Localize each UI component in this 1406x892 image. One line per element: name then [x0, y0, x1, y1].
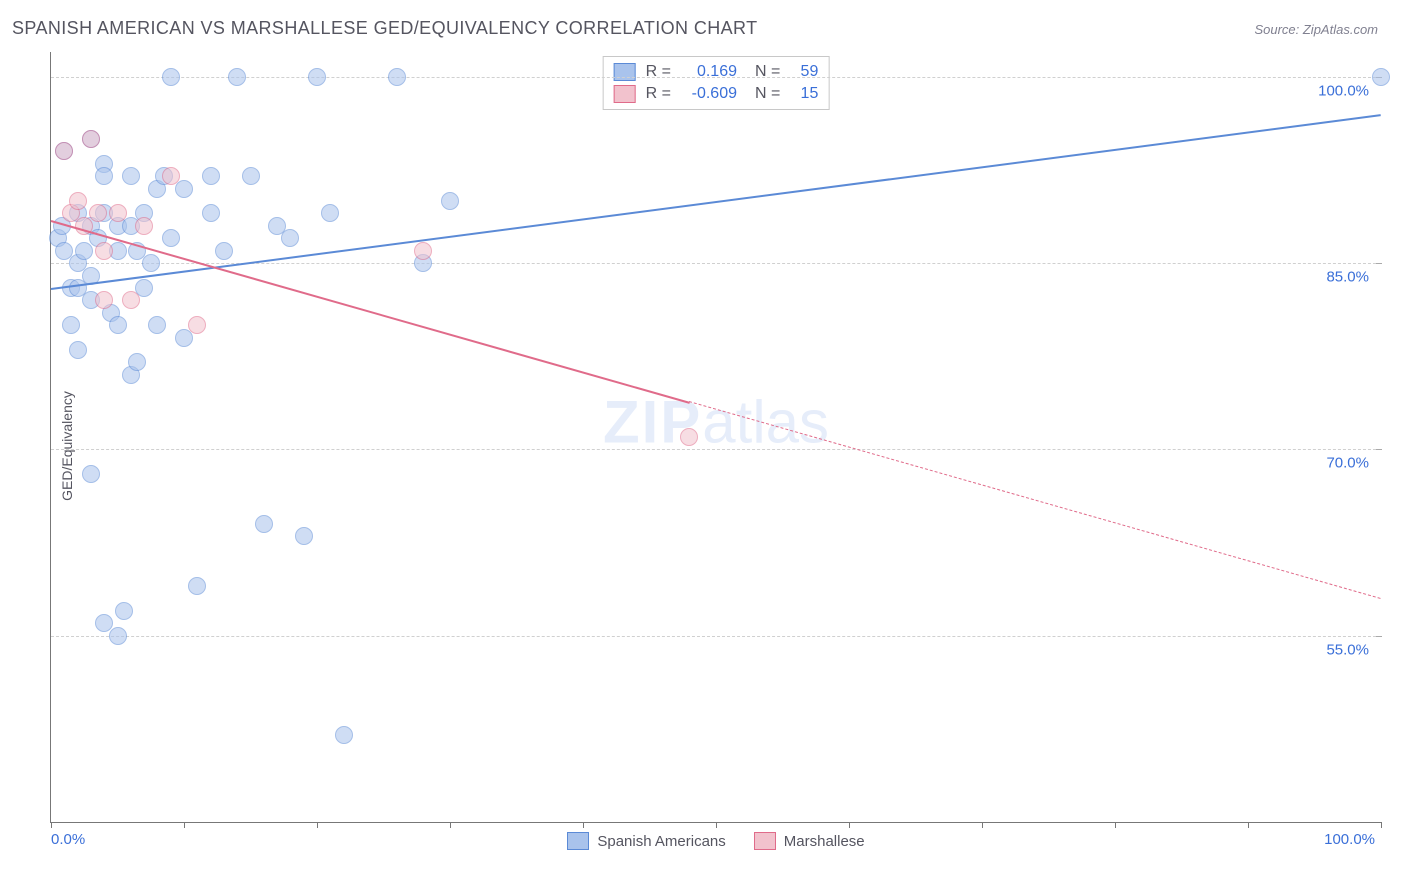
data-point	[414, 242, 432, 260]
data-point	[82, 130, 100, 148]
data-point	[82, 465, 100, 483]
x-tick-mark	[1248, 822, 1249, 828]
data-point	[95, 242, 113, 260]
x-tick-mark	[184, 822, 185, 828]
x-tick-mark	[317, 822, 318, 828]
series-swatch	[614, 63, 636, 81]
chart-container: SPANISH AMERICAN VS MARSHALLESE GED/EQUI…	[0, 0, 1406, 892]
trend-line	[689, 401, 1381, 599]
plot-area: ZIPatlas R =0.169N =59R =-0.609N =15 Spa…	[50, 52, 1381, 823]
data-point	[680, 428, 698, 446]
data-point	[55, 142, 73, 160]
data-point	[95, 167, 113, 185]
y-tick-label: 70.0%	[1326, 455, 1369, 472]
x-tick-mark	[450, 822, 451, 828]
r-label: R =	[646, 63, 671, 81]
data-point	[215, 242, 233, 260]
x-tick-mark	[982, 822, 983, 828]
correlation-stats-box: R = 0.169 N = 59 R = -0.609 N = 15	[603, 56, 830, 110]
legend-item: Marshallese	[754, 832, 865, 850]
y-tick-mark	[1376, 263, 1382, 264]
data-point	[175, 180, 193, 198]
x-tick-mark	[51, 822, 52, 828]
x-tick-label: 0.0%	[51, 831, 85, 848]
data-point	[109, 204, 127, 222]
data-point	[188, 316, 206, 334]
stats-row: R = 0.169 N = 59	[614, 61, 819, 83]
data-point	[115, 602, 133, 620]
y-tick-label: 100.0%	[1318, 82, 1369, 99]
n-value: 15	[790, 85, 818, 103]
data-point	[295, 527, 313, 545]
y-tick-mark	[1376, 449, 1382, 450]
x-tick-mark	[1115, 822, 1116, 828]
x-tick-mark	[716, 822, 717, 828]
data-point	[89, 204, 107, 222]
legend-label: Marshallese	[784, 833, 865, 850]
legend-swatch	[754, 832, 776, 850]
n-value: 59	[790, 63, 818, 81]
data-point	[69, 192, 87, 210]
data-point	[162, 229, 180, 247]
data-point	[122, 291, 140, 309]
data-point	[308, 68, 326, 86]
chart-title: SPANISH AMERICAN VS MARSHALLESE GED/EQUI…	[12, 18, 758, 39]
watermark: ZIPatlas	[603, 387, 829, 456]
r-value: 0.169	[681, 63, 737, 81]
data-point	[441, 192, 459, 210]
r-value: -0.609	[681, 85, 737, 103]
data-point	[162, 167, 180, 185]
x-tick-label: 100.0%	[1324, 831, 1375, 848]
data-point	[128, 353, 146, 371]
n-label: N =	[755, 63, 780, 81]
data-point	[1372, 68, 1390, 86]
gridline	[51, 636, 1381, 637]
r-label: R =	[646, 85, 671, 103]
data-point	[69, 341, 87, 359]
source-label: Source: ZipAtlas.com	[1254, 22, 1378, 37]
data-point	[135, 217, 153, 235]
data-point	[188, 577, 206, 595]
data-point	[142, 254, 160, 272]
gridline	[51, 77, 1381, 78]
y-tick-label: 55.0%	[1326, 641, 1369, 658]
data-point	[62, 316, 80, 334]
data-point	[109, 316, 127, 334]
y-tick-label: 85.0%	[1326, 269, 1369, 286]
data-point	[388, 68, 406, 86]
n-label: N =	[755, 85, 780, 103]
data-point	[255, 515, 273, 533]
series-swatch	[614, 85, 636, 103]
data-point	[202, 167, 220, 185]
stats-row: R = -0.609 N = 15	[614, 83, 819, 105]
x-tick-mark	[849, 822, 850, 828]
legend-label: Spanish Americans	[597, 833, 725, 850]
legend: Spanish Americans Marshallese	[51, 832, 1381, 850]
data-point	[148, 316, 166, 334]
data-point	[321, 204, 339, 222]
legend-item: Spanish Americans	[567, 832, 725, 850]
data-point	[335, 726, 353, 744]
x-tick-mark	[1381, 822, 1382, 828]
y-tick-mark	[1376, 636, 1382, 637]
data-point	[242, 167, 260, 185]
data-point	[202, 204, 220, 222]
gridline	[51, 449, 1381, 450]
data-point	[228, 68, 246, 86]
legend-swatch	[567, 832, 589, 850]
data-point	[122, 167, 140, 185]
data-point	[162, 68, 180, 86]
data-point	[109, 627, 127, 645]
x-tick-mark	[583, 822, 584, 828]
data-point	[95, 291, 113, 309]
data-point	[281, 229, 299, 247]
